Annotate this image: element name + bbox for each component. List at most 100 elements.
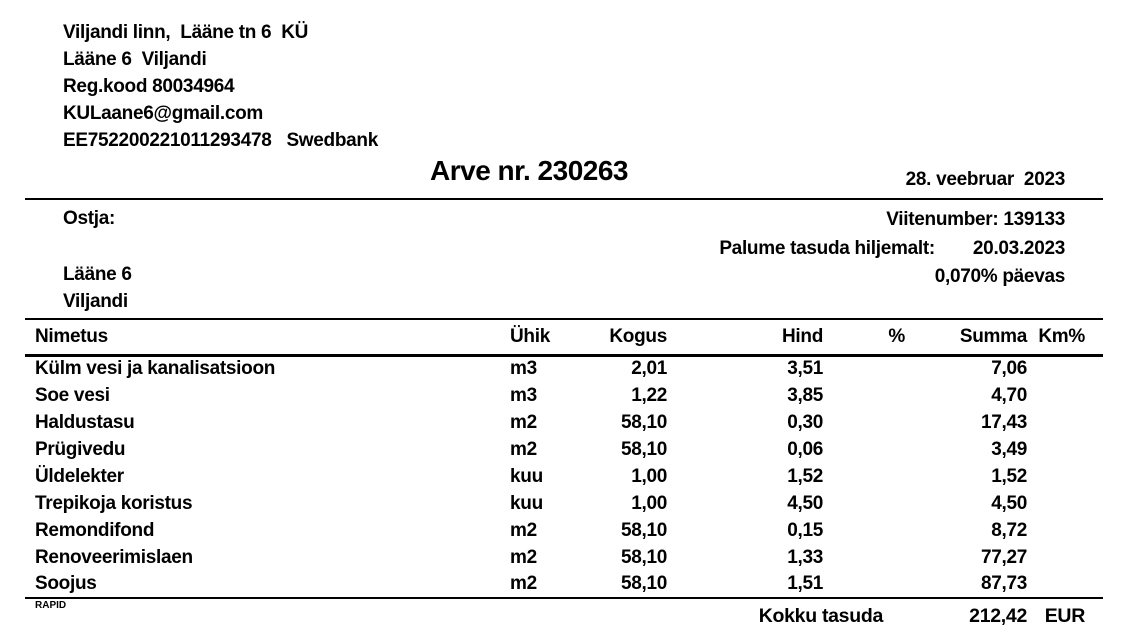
item-percent (823, 490, 905, 517)
item-name: Soojus (35, 573, 97, 594)
item-quantity: 1,00 (631, 492, 667, 514)
item-price: 1,33 (787, 546, 823, 568)
item-name: Külm vesi ja kanalisatsioon (35, 358, 276, 380)
item-sum: 8,72 (991, 519, 1027, 541)
col-header-uhik: Ühik (500, 319, 565, 357)
item-unit: m2 (510, 519, 537, 541)
title-row: Arve nr. 230263 28. veebruar 2023 (0, 154, 1128, 198)
table-row: Remondifond m2 58,10 0,15 8,72 (25, 517, 1103, 544)
item-km-percent (1027, 490, 1103, 517)
item-km-percent (1027, 382, 1103, 409)
item-name: Renoveerimislaen (35, 546, 193, 568)
seller-address: Lääne 6 Viljandi (63, 49, 207, 70)
total-row: Kokku tasuda 212,42 EUR (758, 605, 1086, 628)
meta-section: Ostja: Lääne 6 Viljandi Viitenumber: 139… (0, 200, 1128, 318)
table-row: Soe vesi m3 1,22 3,85 4,70 (25, 382, 1103, 409)
item-km-percent (1027, 517, 1103, 544)
seller-reg-code: Reg.kood 80034964 (63, 76, 235, 97)
brand-label: RAPID (35, 600, 67, 611)
col-header-nimetus: Nimetus (25, 319, 500, 357)
table-row: Renoveerimislaen m2 58,10 1,33 77,27 (25, 544, 1103, 571)
item-km-percent (1027, 463, 1103, 490)
item-price: 4,50 (787, 492, 823, 514)
item-percent (823, 571, 905, 598)
item-sum: 4,70 (991, 384, 1027, 406)
item-percent (823, 544, 905, 571)
item-unit: kuu (510, 492, 543, 514)
invoice-title: Arve nr. 230263 (430, 155, 629, 186)
buyer-label: Ostja: (63, 208, 116, 229)
table-row: Üldelekter kuu 1,00 1,52 1,52 (25, 463, 1103, 490)
item-sum: 4,50 (991, 492, 1027, 514)
item-sum: 7,06 (991, 358, 1027, 380)
table-row: Trepikoja koristus kuu 1,00 4,50 4,50 (25, 490, 1103, 517)
col-header-km: Km% (1027, 319, 1103, 357)
item-quantity: 58,10 (620, 519, 667, 541)
item-price: 3,51 (787, 358, 823, 380)
col-header-summa: Summa (905, 319, 1027, 357)
item-quantity: 58,10 (620, 546, 667, 568)
col-header-pct: % (823, 319, 905, 357)
item-name: Prügivedu (35, 438, 126, 460)
item-percent (823, 382, 905, 409)
table-body: Külm vesi ja kanalisatsioon m3 2,01 3,51… (25, 355, 1103, 598)
divider-top (25, 198, 1103, 200)
table-row: Haldustasu m2 58,10 0,30 17,43 (25, 409, 1103, 436)
item-unit: m2 (510, 438, 537, 460)
item-km-percent (1027, 409, 1103, 436)
item-quantity: 2,01 (631, 358, 667, 380)
buyer-address-line1: Lääne 6 (63, 264, 132, 285)
item-price: 3,85 (787, 384, 823, 406)
item-sum: 87,73 (980, 573, 1027, 594)
item-percent (823, 355, 905, 382)
col-header-hind: Hind (667, 319, 823, 357)
item-quantity: 1,22 (631, 384, 667, 406)
item-sum: 1,52 (991, 465, 1027, 487)
reference-number: Viitenumber: 139133 (886, 209, 1065, 230)
item-percent (823, 463, 905, 490)
item-km-percent (1027, 544, 1103, 571)
item-price: 1,52 (787, 465, 823, 487)
seller-name: Viljandi linn, Lääne tn 6 KÜ (63, 22, 309, 43)
item-percent (823, 436, 905, 463)
table-header: Nimetus Ühik Kogus Hind % Summa Km% (25, 319, 1103, 357)
item-unit: m3 (510, 384, 537, 406)
total-currency: EUR (1044, 605, 1086, 627)
item-price: 0,06 (787, 438, 823, 460)
due-label: Palume tasuda hiljemalt: (719, 237, 935, 259)
item-sum: 3,49 (991, 438, 1027, 460)
invoice-footer: RAPID Kokku tasuda 212,42 EUR (25, 599, 1103, 633)
col-header-kogus: Kogus (565, 319, 667, 357)
item-percent (823, 409, 905, 436)
item-km-percent (1027, 355, 1103, 382)
table-row: Külm vesi ja kanalisatsioon m3 2,01 3,51… (25, 355, 1103, 382)
item-price: 1,51 (787, 573, 823, 594)
item-sum: 77,27 (980, 546, 1027, 568)
item-price: 0,30 (787, 411, 823, 433)
seller-block: Viljandi linn, Lääne tn 6 KÜ Lääne 6 Vil… (0, 0, 1128, 154)
due-line: Palume tasuda hiljemalt: 20.03.2023 (719, 235, 1065, 264)
item-km-percent (1027, 571, 1103, 598)
item-unit: m3 (510, 358, 537, 380)
item-unit: m2 (510, 573, 537, 594)
penalty-rate: 0,070% päevas (934, 266, 1066, 287)
buyer-address-line2: Viljandi (63, 291, 128, 312)
table-row: Prügivedu m2 58,10 0,06 3,49 (25, 436, 1103, 463)
item-name: Üldelekter (35, 465, 124, 487)
items-table: Nimetus Ühik Kogus Hind % Summa Km% Külm… (25, 318, 1103, 599)
payment-info: Viitenumber: 139133 Palume tasuda hiljem… (719, 206, 1065, 292)
item-unit: m2 (510, 546, 537, 568)
total-value: 212,42 (969, 605, 1027, 627)
buyer-address: Lääne 6 Viljandi (63, 261, 132, 315)
item-quantity: 58,10 (620, 411, 667, 433)
due-date: 20.03.2023 (972, 237, 1065, 259)
item-unit: kuu (510, 465, 543, 487)
item-price: 0,15 (787, 519, 823, 541)
item-name: Soe vesi (35, 384, 110, 406)
item-quantity: 58,10 (620, 438, 667, 460)
table-row: Soojus m2 58,10 1,51 87,73 (25, 571, 1103, 598)
total-label: Kokku tasuda (758, 605, 884, 627)
item-unit: m2 (510, 411, 537, 433)
item-name: Haldustasu (35, 411, 135, 433)
